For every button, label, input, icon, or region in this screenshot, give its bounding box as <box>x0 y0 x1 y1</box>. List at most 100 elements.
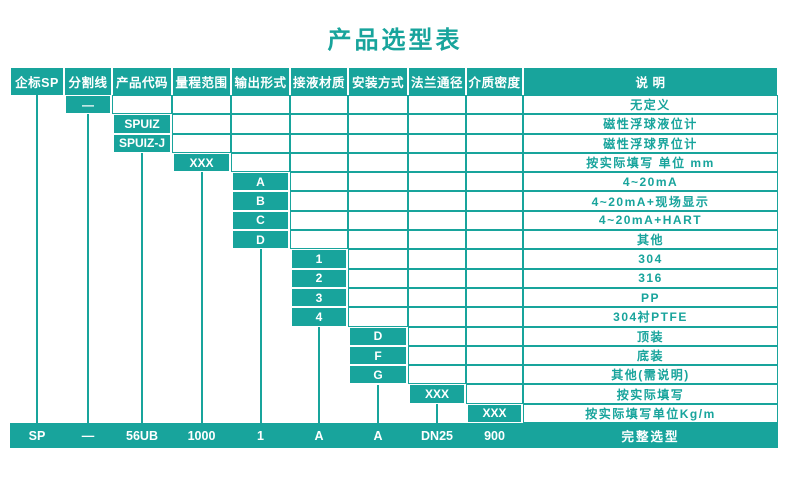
description-cell: 304衬PTFE <box>523 307 778 327</box>
header-cell: 安装方式 <box>349 68 407 95</box>
empty-cell <box>172 114 231 134</box>
header-cell: 量程范围 <box>173 68 230 95</box>
bottom-label: 完整选型 <box>523 423 778 449</box>
code-cell: 4 <box>292 308 346 326</box>
header-cell: 法兰通径 <box>409 68 465 95</box>
empty-cell <box>290 230 348 250</box>
empty-cell <box>348 210 408 231</box>
empty-cell <box>408 287 466 308</box>
connector-line <box>200 172 203 424</box>
empty-cell <box>408 210 466 231</box>
empty-cell <box>348 307 408 327</box>
description-cell: 按实际填写单位Kg/m <box>523 403 778 424</box>
description-cell: PP <box>523 287 778 308</box>
empty-cell <box>408 365 466 385</box>
bottom-code-cell: DN25 <box>408 423 466 449</box>
description-cell: 底装 <box>523 345 778 366</box>
code-cell: C <box>233 211 288 230</box>
code-cell: XXX <box>410 385 464 403</box>
empty-cell <box>466 307 523 327</box>
empty-cell <box>348 191 408 211</box>
empty-cell <box>231 133 290 153</box>
empty-cell <box>408 95 466 115</box>
code-cell: XXX <box>468 404 521 423</box>
empty-cell <box>408 191 466 211</box>
empty-cell <box>348 133 408 153</box>
bottom-code-cell: A <box>290 423 348 449</box>
description-cell: 磁性浮球液位计 <box>523 114 778 134</box>
empty-cell <box>466 249 523 269</box>
empty-cell <box>408 230 466 250</box>
empty-cell <box>466 365 523 385</box>
header-cell: 分割线 <box>65 68 111 95</box>
code-cell: B <box>233 192 288 210</box>
header-cell: 接液材质 <box>291 68 347 95</box>
code-cell: G <box>350 366 406 384</box>
bottom-code-cell: A <box>348 423 408 449</box>
product-selection-table: 企标SP 分割线 产品代码 量程范围 输出形式 接液材质 安装方式 法兰通径 介质密度说 明 — 无… <box>10 68 778 449</box>
description-cell: 4~20mA+HART <box>523 210 778 231</box>
empty-cell <box>408 249 466 269</box>
connector-line <box>36 95 38 424</box>
empty-cell <box>408 172 466 192</box>
code-cell: 1 <box>292 250 346 268</box>
empty-cell <box>466 230 523 250</box>
empty-cell <box>408 326 466 346</box>
connector-line <box>141 152 143 424</box>
code-cell: XXX <box>174 153 229 172</box>
empty-cell <box>348 114 408 134</box>
bottom-code-cell: 56UB <box>112 423 172 449</box>
empty-cell <box>290 152 348 173</box>
code-cell: — <box>66 96 110 114</box>
page-title: 产品选型表 <box>327 27 463 54</box>
empty-cell <box>290 95 348 115</box>
empty-cell <box>348 268 408 288</box>
header-cell: 介质密度 <box>467 68 522 95</box>
empty-cell <box>408 307 466 327</box>
empty-cell <box>348 230 408 250</box>
empty-cell <box>112 95 172 115</box>
empty-cell <box>348 152 408 173</box>
connector-line <box>318 326 320 424</box>
header-cell: 说 明 <box>524 68 777 95</box>
bottom-code-cell: 900 <box>466 423 523 449</box>
empty-cell <box>408 133 466 153</box>
empty-cell <box>348 287 408 308</box>
empty-cell <box>231 152 290 173</box>
header-cell: 企标SP <box>11 68 63 95</box>
empty-cell <box>466 384 523 404</box>
description-cell: 顶装 <box>523 326 778 346</box>
empty-cell <box>466 95 523 115</box>
code-cell: SPUIZ <box>114 115 170 133</box>
empty-cell <box>466 287 523 308</box>
connector-line <box>436 403 438 424</box>
connector-line <box>259 249 262 424</box>
description-cell: 按实际填写 单位 mm <box>523 152 778 173</box>
empty-cell <box>348 95 408 115</box>
empty-cell <box>290 172 348 192</box>
empty-cell <box>466 172 523 192</box>
empty-cell <box>172 95 231 115</box>
empty-cell <box>290 133 348 153</box>
description-cell: 其他 <box>523 230 778 250</box>
empty-cell <box>466 152 523 173</box>
description-cell: 磁性浮球界位计 <box>523 133 778 153</box>
code-cell: D <box>350 327 406 345</box>
bottom-code-cell: — <box>64 423 112 449</box>
description-cell: 316 <box>523 268 778 288</box>
code-cell: 3 <box>292 288 346 307</box>
empty-cell <box>466 326 523 346</box>
bottom-code-cell: SP <box>10 423 64 449</box>
empty-cell <box>408 268 466 288</box>
empty-cell <box>408 152 466 173</box>
empty-cell <box>466 191 523 211</box>
code-cell: D <box>233 231 288 249</box>
code-cell: SPUIZ-J <box>114 134 170 152</box>
empty-cell <box>408 345 466 366</box>
empty-cell <box>290 210 348 231</box>
empty-cell <box>466 133 523 153</box>
empty-cell <box>408 114 466 134</box>
empty-cell <box>231 114 290 134</box>
header-cell: 输出形式 <box>232 68 289 95</box>
